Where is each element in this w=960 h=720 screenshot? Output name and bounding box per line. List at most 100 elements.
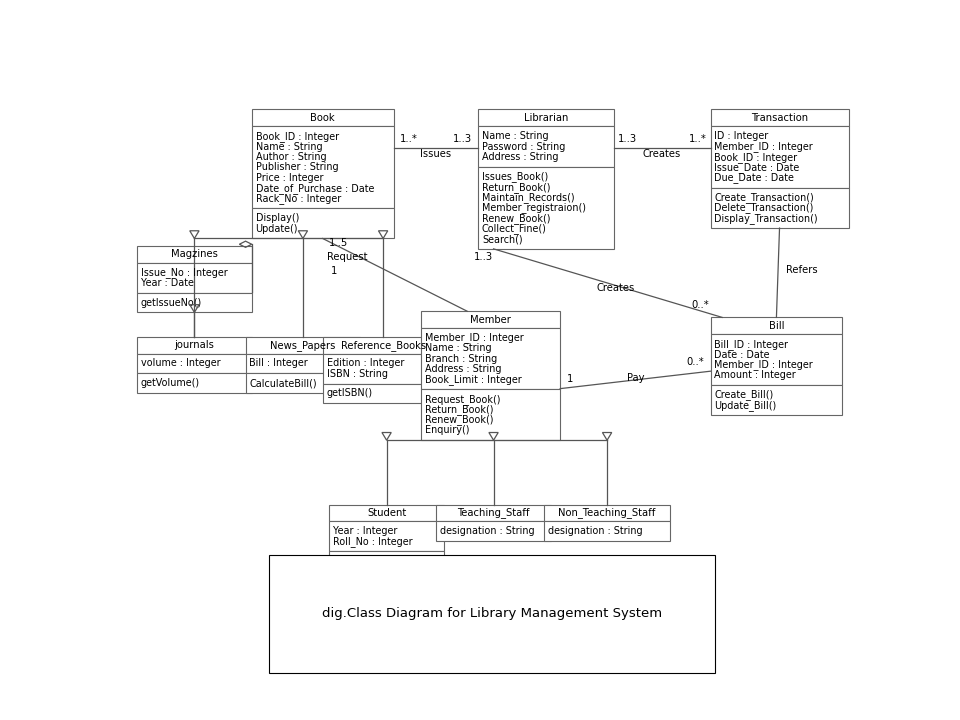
Text: Transaction: Transaction <box>751 113 808 123</box>
Bar <box>710 385 842 415</box>
Text: Amount : Integer: Amount : Integer <box>714 370 796 380</box>
Bar <box>329 521 444 552</box>
Text: Request_Book(): Request_Book() <box>424 394 500 405</box>
Bar <box>329 505 444 521</box>
Text: Maintain_Records(): Maintain_Records() <box>482 192 574 203</box>
Text: journals: journals <box>175 340 214 350</box>
Bar <box>710 318 842 334</box>
Text: Non_Teaching_Staff: Non_Teaching_Staff <box>559 508 656 518</box>
Text: Update(): Update() <box>255 224 299 234</box>
Text: CalculateBill(): CalculateBill() <box>250 378 317 388</box>
Text: Author : String: Author : String <box>255 152 326 162</box>
Text: Year : Integer: Year : Integer <box>333 526 397 536</box>
Bar <box>137 263 252 293</box>
Bar <box>420 311 561 328</box>
Bar <box>137 354 252 373</box>
Text: Delete_Transaction(): Delete_Transaction() <box>714 202 814 213</box>
Text: Rack_No : Integer: Rack_No : Integer <box>255 193 341 204</box>
Text: Issues: Issues <box>420 149 451 159</box>
Text: Issues_Book(): Issues_Book() <box>482 171 548 182</box>
Bar <box>478 127 613 167</box>
Text: Name : String: Name : String <box>424 343 492 354</box>
Text: 1: 1 <box>330 266 337 276</box>
Text: Bill_ID : Integer: Bill_ID : Integer <box>714 338 788 350</box>
Text: Search(): Search() <box>482 234 522 244</box>
Text: Edition : Integer: Edition : Integer <box>327 359 404 369</box>
Text: Renew_Book(): Renew_Book() <box>424 415 493 426</box>
Bar <box>137 337 252 354</box>
Text: Member_ID : Integer: Member_ID : Integer <box>714 359 813 370</box>
Bar <box>544 505 670 521</box>
Text: News_Papers: News_Papers <box>270 340 336 351</box>
Bar <box>710 127 849 188</box>
Text: getISBN(): getISBN() <box>327 388 373 398</box>
Text: ID : Integer: ID : Integer <box>714 131 769 141</box>
Text: Branch : String: Branch : String <box>424 354 497 364</box>
Text: Address : String: Address : String <box>482 152 559 162</box>
Text: Book_ID : Integer: Book_ID : Integer <box>255 131 339 142</box>
Text: Member_registraion(): Member_registraion() <box>482 202 586 213</box>
Text: 1..3: 1..3 <box>617 134 636 144</box>
Bar <box>478 109 613 127</box>
Bar <box>420 328 561 390</box>
Text: Create_Transaction(): Create_Transaction() <box>714 192 814 203</box>
Text: Issue_No : Integer: Issue_No : Integer <box>141 267 228 278</box>
Bar <box>246 337 360 354</box>
Bar <box>246 373 360 393</box>
Text: Collect_Fine(): Collect_Fine() <box>482 223 547 234</box>
Text: Password : String: Password : String <box>482 142 565 152</box>
Text: Return_Book(): Return_Book() <box>424 404 493 415</box>
Bar <box>324 354 444 384</box>
Text: Name : String: Name : String <box>255 142 323 152</box>
Text: Display_Transaction(): Display_Transaction() <box>714 213 818 224</box>
Text: 0..*: 0..* <box>691 300 708 310</box>
Text: Magzines: Magzines <box>171 249 218 259</box>
Text: Price : Integer: Price : Integer <box>255 173 324 183</box>
Text: Pay_Fine(): Pay_Fine() <box>333 556 382 567</box>
Bar <box>420 390 561 440</box>
Bar <box>544 521 670 541</box>
Text: Book_ID : Integer: Book_ID : Integer <box>714 152 798 163</box>
Text: Publisher : String: Publisher : String <box>255 163 338 173</box>
Text: Reference_Books: Reference_Books <box>341 340 425 351</box>
Text: Book: Book <box>310 113 335 123</box>
Bar <box>324 384 444 403</box>
Text: designation : String: designation : String <box>440 526 535 536</box>
Bar <box>710 334 842 385</box>
Bar <box>252 109 394 127</box>
Text: Creates: Creates <box>596 283 635 293</box>
Bar <box>252 209 394 238</box>
Text: ISBN : String: ISBN : String <box>327 369 388 379</box>
Bar <box>710 188 849 228</box>
Text: Return_Book(): Return_Book() <box>482 181 550 192</box>
Text: 1: 1 <box>566 374 573 384</box>
Text: 1..*: 1..* <box>399 134 418 144</box>
Bar <box>329 552 444 571</box>
Text: dig.Class Diagram for Library Management System: dig.Class Diagram for Library Management… <box>322 608 662 621</box>
Text: Bill : Integer: Bill : Integer <box>250 359 308 369</box>
Bar <box>436 521 551 541</box>
Text: Date_of_Purchase : Date: Date_of_Purchase : Date <box>255 183 374 194</box>
Text: Student: Student <box>367 508 406 518</box>
Text: Pay: Pay <box>627 373 644 383</box>
Text: Due_Date : Date: Due_Date : Date <box>714 172 794 184</box>
Text: designation : String: designation : String <box>548 526 642 536</box>
Text: Librarian: Librarian <box>523 113 568 123</box>
Text: getIssueNo(): getIssueNo() <box>141 297 203 307</box>
Text: Request: Request <box>326 252 367 262</box>
Text: Member_ID : Integer: Member_ID : Integer <box>714 141 813 152</box>
Text: getVolume(): getVolume() <box>141 378 200 388</box>
Bar <box>324 337 444 354</box>
Text: Refers: Refers <box>785 265 817 275</box>
Text: Member: Member <box>470 315 511 325</box>
Text: Book_Limit : Integer: Book_Limit : Integer <box>424 374 521 385</box>
Bar <box>436 505 551 521</box>
Text: Create_Bill(): Create_Bill() <box>714 390 774 400</box>
Text: 0..*: 0..* <box>686 357 705 367</box>
Text: Bill: Bill <box>769 321 784 331</box>
Text: Roll_No : Integer: Roll_No : Integer <box>333 536 413 547</box>
Text: 1..3: 1..3 <box>474 253 493 262</box>
Bar <box>710 109 849 127</box>
Text: Renew_Book(): Renew_Book() <box>482 213 550 224</box>
Text: 1..*: 1..* <box>689 134 707 144</box>
